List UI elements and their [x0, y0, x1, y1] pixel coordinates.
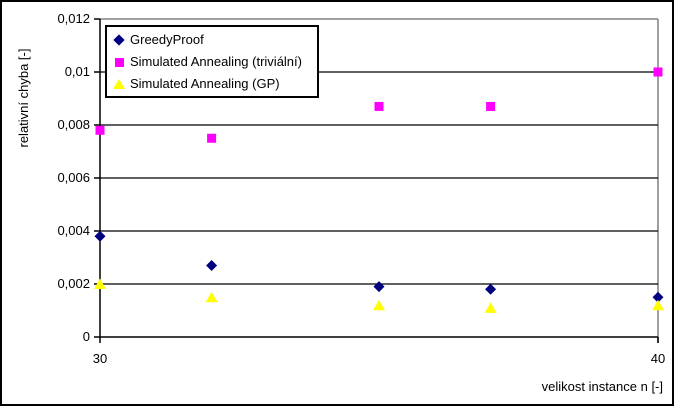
square-data-marker — [207, 133, 217, 143]
y-axis-tick-label: 0,002 — [57, 276, 90, 291]
diamond-data-marker — [206, 259, 218, 271]
x-axis-tick-label: 40 — [650, 351, 666, 366]
y-axis-tick-label: 0,006 — [57, 170, 90, 185]
y-axis-title: relativní chyba [-] — [16, 48, 31, 148]
x-axis-tick-label: 30 — [92, 351, 108, 366]
legend-label-sa-gp: Simulated Annealing (GP) — [130, 76, 280, 91]
triangle-data-marker — [373, 299, 385, 311]
square-data-marker — [374, 101, 384, 111]
triangle-marker-icon — [112, 77, 126, 91]
y-axis-tick-label: 0,012 — [57, 11, 90, 26]
y-axis-tick-label: 0,004 — [57, 223, 90, 238]
legend-item-sa-gp: Simulated Annealing (GP) — [107, 73, 317, 95]
y-axis-tick-label: 0,008 — [57, 117, 90, 132]
square-data-marker — [653, 67, 663, 77]
square-marker-icon — [112, 55, 126, 69]
triangle-data-marker — [205, 291, 218, 303]
legend: GreedyProof Simulated Annealing (triviál… — [105, 25, 319, 98]
y-axis-tick-label: 0,01 — [64, 64, 90, 79]
legend-item-greedyproof: GreedyProof — [107, 29, 317, 51]
legend-label-greedyproof: GreedyProof — [130, 32, 204, 47]
triangle-data-marker — [484, 302, 497, 313]
x-axis-title: velikost instance n [-] — [541, 379, 663, 394]
y-axis-tick-label: 0 — [82, 329, 90, 344]
diamond-marker-icon — [112, 33, 126, 47]
diamond-data-marker — [652, 291, 664, 303]
legend-item-sa-trivialni: Simulated Annealing (triviální) — [107, 51, 317, 73]
square-data-marker — [95, 125, 105, 135]
legend-label-sa-trivialni: Simulated Annealing (triviální) — [130, 54, 302, 69]
diamond-data-marker — [485, 283, 497, 295]
triangle-data-marker — [94, 278, 106, 289]
diamond-data-marker — [373, 281, 385, 293]
triangle-data-marker — [652, 299, 664, 311]
diamond-data-marker — [94, 230, 106, 242]
square-data-marker — [486, 101, 496, 111]
